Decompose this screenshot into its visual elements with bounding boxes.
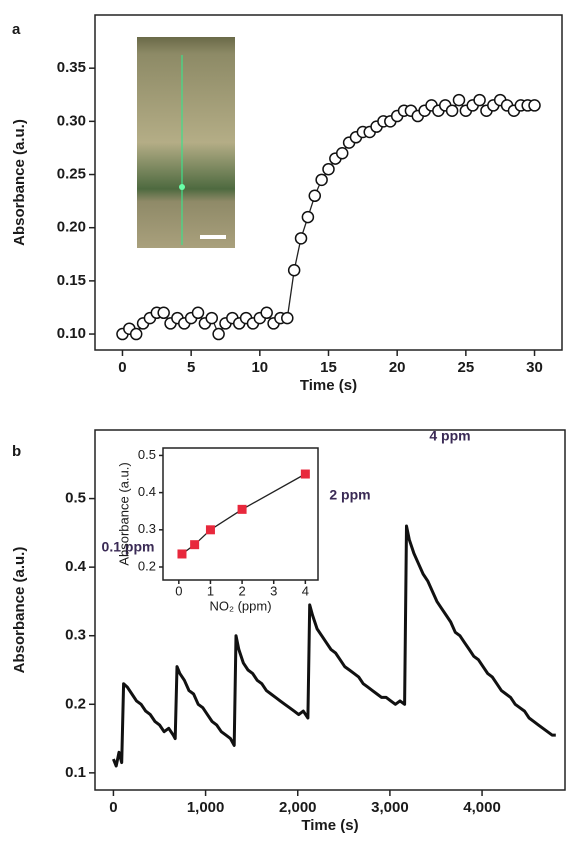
y-axis-label: Absorbance (a.u.) <box>11 547 28 674</box>
point <box>281 311 294 325</box>
annotation: 0.1 ppm <box>102 539 155 555</box>
x-tick-label: 3 <box>270 583 277 598</box>
x-tick-label: 0 <box>118 359 126 376</box>
panel-label: b <box>12 443 21 460</box>
point <box>445 104 459 117</box>
y-tick-label: 0.5 <box>138 447 156 462</box>
point <box>335 147 349 160</box>
y-tick-label: 0.30 <box>57 112 86 129</box>
point <box>260 306 273 320</box>
x-tick-label: 20 <box>389 359 406 376</box>
point <box>157 306 170 320</box>
plot-frame <box>162 447 319 581</box>
y-tick-label: 0.1 <box>65 764 86 781</box>
y-tick-label: 0.20 <box>57 219 86 236</box>
x-tick-label: 30 <box>526 359 543 376</box>
x-tick-label: 3,000 <box>371 799 409 816</box>
point <box>205 311 218 325</box>
x-tick-label: 25 <box>458 359 475 376</box>
x-axis-label: Time (s) <box>300 377 357 394</box>
point <box>473 93 486 107</box>
y-tick-label: 0.10 <box>57 325 86 342</box>
y-tick-label: 0.3 <box>65 627 86 644</box>
x-axis-label: Time (s) <box>301 817 358 834</box>
x-tick-label: 1 <box>207 583 214 598</box>
point <box>315 173 328 187</box>
x-tick-label: 4 <box>302 583 309 598</box>
x-tick-label: 10 <box>251 359 268 376</box>
point <box>301 210 315 224</box>
point <box>294 232 308 245</box>
point <box>205 525 215 535</box>
point <box>308 189 322 203</box>
y-tick-label: 0.3 <box>138 521 156 536</box>
point <box>177 549 187 559</box>
y-tick-label: 0.25 <box>57 165 86 182</box>
annotation: 2 ppm <box>329 487 370 503</box>
x-tick-label: 5 <box>187 359 195 376</box>
x-axis-label: NO₂ (ppm) <box>209 598 271 613</box>
point <box>237 504 247 514</box>
y-axis-label: Absorbance (a.u.) <box>116 462 131 565</box>
y-tick-label: 0.2 <box>65 695 86 712</box>
x-tick-label: 0 <box>109 799 117 816</box>
annotation: 4 ppm <box>429 428 470 444</box>
x-tick-label: 4,000 <box>463 799 501 816</box>
photo <box>137 37 235 248</box>
point <box>129 327 143 341</box>
point <box>212 327 225 341</box>
point <box>287 263 301 277</box>
y-tick-label: 0.4 <box>138 484 156 499</box>
y-tick-label: 0.5 <box>65 490 86 507</box>
plot-frame <box>94 429 566 791</box>
y-axis-label: Absorbance (a.u.) <box>11 119 28 246</box>
x-tick-label: 1,000 <box>187 799 225 816</box>
x-tick-label: 2 <box>238 583 245 598</box>
y-tick-label: 0.4 <box>65 558 87 575</box>
point <box>300 469 310 479</box>
data-line <box>112 524 556 768</box>
x-tick-label: 2,000 <box>279 799 317 816</box>
point <box>191 306 205 320</box>
panel-label: a <box>12 21 21 38</box>
x-tick-label: 0 <box>175 583 182 598</box>
glow <box>179 184 185 190</box>
point <box>190 540 200 550</box>
scale-bar <box>200 235 226 239</box>
inset-photo <box>137 37 235 248</box>
inset-background <box>163 448 318 580</box>
point <box>322 162 335 176</box>
point <box>452 93 466 107</box>
y-tick-label: 0.35 <box>57 59 86 76</box>
y-tick-label: 0.2 <box>138 558 156 573</box>
x-tick-label: 15 <box>320 359 337 376</box>
point <box>528 99 541 112</box>
y-tick-label: 0.15 <box>57 272 86 289</box>
